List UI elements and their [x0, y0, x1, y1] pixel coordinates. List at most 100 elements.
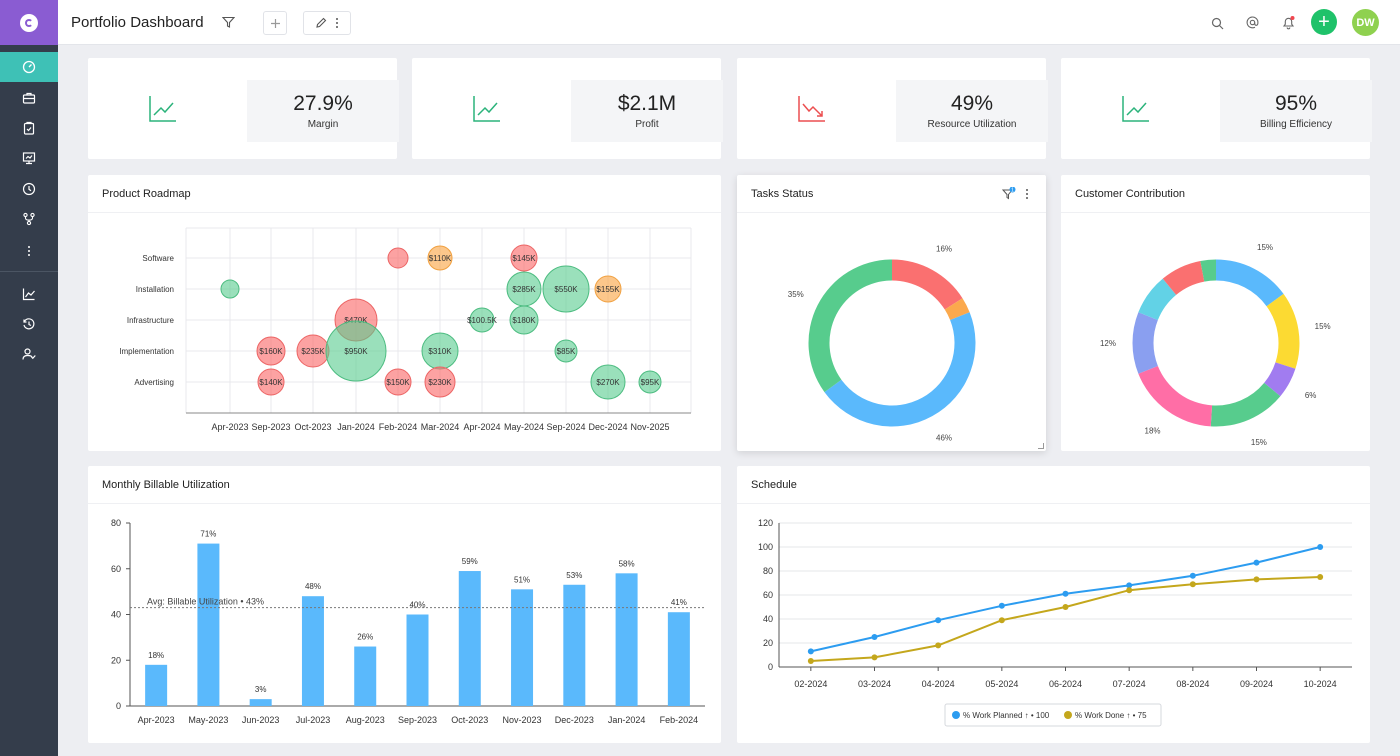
y-tick-label: 40: [111, 610, 121, 620]
x-tick-label: 08-2024: [1176, 679, 1209, 689]
customer-slice: [1216, 259, 1284, 307]
kpi-card-margin[interactable]: 27.9% Margin: [88, 58, 399, 159]
x-tick-label: 05-2024: [985, 679, 1018, 689]
more-vertical-icon[interactable]: [1023, 187, 1031, 201]
x-tick-label: Feb-2024: [660, 715, 699, 725]
x-tick-label: Jan-2024: [337, 422, 375, 432]
bubble-label: $180K: [512, 316, 536, 325]
bar: [615, 573, 638, 706]
create-new-button[interactable]: +: [1311, 9, 1337, 35]
add-widget-button[interactable]: [263, 11, 287, 35]
slice-label: 18%: [1145, 426, 1161, 435]
legend: % Work Planned ↑ • 100 % Work Done ↑ • 75: [944, 703, 1162, 727]
customer-slice: [1266, 293, 1300, 369]
card-title: Schedule: [751, 479, 797, 491]
history-icon[interactable]: [0, 309, 58, 339]
roadmap-bubble: [590, 364, 626, 400]
resize-handle[interactable]: [1038, 443, 1044, 449]
notification-bell-icon[interactable]: [1280, 14, 1296, 30]
series-point: [1189, 572, 1196, 579]
bubble-label: $85K: [557, 347, 576, 356]
briefcase-icon[interactable]: [0, 83, 58, 113]
x-tick-label: Jul-2023: [296, 715, 331, 725]
roadmap-bubble: [554, 339, 578, 363]
trend-up-icon: [1121, 94, 1151, 129]
bar-value-label: 26%: [357, 633, 373, 642]
series-point: [935, 617, 942, 624]
card-title: Monthly Billable Utilization: [102, 479, 230, 491]
series-point: [1253, 559, 1260, 566]
workflow-icon[interactable]: [0, 204, 58, 234]
kpi-card-profit[interactable]: $2.1M Profit: [412, 58, 723, 159]
avatar[interactable]: DW: [1352, 9, 1379, 36]
search-icon[interactable]: [1210, 16, 1224, 30]
y-tick-label: 20: [763, 638, 773, 648]
customer-slice: [1138, 278, 1177, 320]
y-tick-label: 100: [758, 542, 773, 552]
bar: [354, 646, 377, 706]
logo-icon: [20, 13, 38, 32]
kpi-value-box: 49% Resource Utilization: [896, 80, 1048, 142]
roadmap-bubble: [469, 307, 495, 333]
y-tick-label: 60: [763, 590, 773, 600]
slice-label: 6%: [1305, 391, 1317, 400]
x-tick-label: Aug-2023: [346, 715, 385, 725]
bubble-label: $230K: [428, 378, 452, 387]
clipboard-icon[interactable]: [0, 113, 58, 143]
clock-icon[interactable]: [0, 174, 58, 204]
x-tick-label: 06-2024: [1049, 679, 1082, 689]
card-title: Product Roadmap: [102, 188, 191, 200]
kpi-value-box: 27.9% Margin: [247, 80, 399, 142]
trend-down-icon: [797, 94, 827, 129]
legend-marker: [952, 711, 960, 719]
bubble-label: $150K: [386, 378, 410, 387]
trend-up-icon: [148, 94, 178, 129]
edit-button-group[interactable]: [303, 11, 351, 35]
more-vertical-icon: [336, 18, 338, 28]
user-check-icon[interactable]: [0, 339, 58, 369]
x-tick-label: Oct-2023: [294, 422, 331, 432]
x-tick-label: 03-2024: [858, 679, 891, 689]
series-point: [1062, 604, 1069, 610]
x-tick-label: Apr-2023: [211, 422, 248, 432]
series-point: [998, 617, 1005, 624]
app-logo[interactable]: [0, 0, 58, 45]
kpi-card-billing-efficiency[interactable]: 95% Billing Efficiency: [1061, 58, 1372, 159]
x-tick-label: May-2023: [188, 715, 228, 725]
x-tick-label: Feb-2024: [379, 422, 418, 432]
series-point: [1317, 544, 1324, 550]
kpi-label: Resource Utilization: [927, 119, 1017, 130]
roadmap-bubble: [509, 305, 539, 335]
bubble-label: $470K: [344, 316, 368, 325]
kpi-card-resource-utilization[interactable]: 49% Resource Utilization: [737, 58, 1048, 159]
y-tick-label: 80: [111, 518, 121, 528]
bar: [249, 699, 272, 706]
sidebar: [0, 0, 58, 756]
bubble-label: $235K: [301, 347, 325, 356]
y-tick-label: Advertising: [134, 378, 174, 387]
billable-bar-chart: 0 20 40 60 80 18% Apr-2023 71% May-2023 3% Jun-202…: [111, 518, 705, 725]
chart-icon[interactable]: [0, 279, 58, 309]
y-tick-label: 0: [116, 701, 121, 711]
y-tick-label: 0: [768, 662, 773, 672]
bar: [406, 614, 429, 706]
series-point: [998, 602, 1005, 609]
task-slice: [808, 259, 892, 393]
slice-label: 12%: [1100, 339, 1116, 348]
more-icon[interactable]: [0, 236, 58, 266]
x-tick-label: 07-2024: [1113, 679, 1146, 689]
x-tick-label: 09-2024: [1240, 679, 1273, 689]
mention-icon[interactable]: [1245, 15, 1259, 29]
filter-icon[interactable]: 1: [1002, 187, 1016, 201]
filter-icon[interactable]: [220, 14, 236, 30]
slice-label: 15%: [1257, 243, 1273, 252]
roadmap-bubble: [424, 366, 456, 398]
roadmap-bubble: [325, 320, 387, 382]
bar-value-label: 58%: [619, 559, 635, 568]
dashboard-icon[interactable]: [0, 52, 58, 82]
schedule-card: Schedule 0 20 40 60 80 100 120 02-2024 03-2024 04…: [737, 466, 1370, 743]
bar-value-label: 53%: [566, 571, 582, 580]
kpi-value: $2.1M: [617, 92, 677, 115]
presentation-icon[interactable]: [0, 143, 58, 173]
bar: [563, 584, 586, 706]
